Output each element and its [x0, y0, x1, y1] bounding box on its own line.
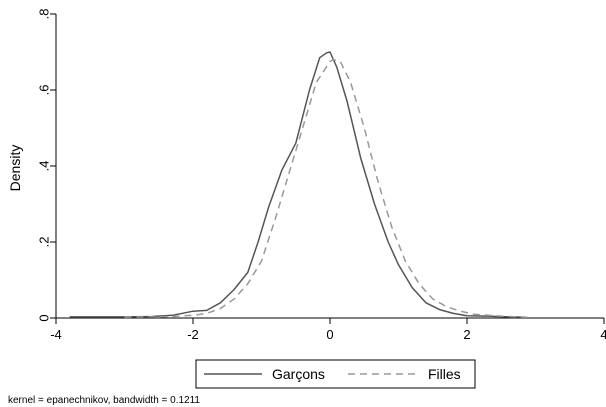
x-tick-label: 2 — [463, 327, 470, 342]
series-line-filles — [124, 58, 528, 318]
kernel-note: kernel = epanechnikov, bandwidth = 0.121… — [8, 395, 200, 406]
y-axis-title: Density — [7, 145, 23, 192]
y-tick-label: .2 — [37, 237, 52, 248]
legend: Garçons Filles — [195, 359, 476, 389]
series-layer — [69, 51, 528, 318]
x-tick-label: -2 — [187, 327, 199, 342]
series-line-garcons — [69, 51, 528, 318]
y-tick-label: .8 — [37, 9, 52, 20]
axes: -4 -2 0 2 4 0 .2 .4 .6 .8 — [37, 9, 606, 342]
y-tick-label: 0 — [37, 314, 52, 321]
y-tick-label: .6 — [37, 85, 52, 96]
legend-label-filles: Filles — [428, 366, 461, 382]
x-tick-label: 0 — [326, 327, 333, 342]
legend-label-garcons: Garçons — [272, 366, 325, 382]
x-tick-label: 4 — [600, 327, 606, 342]
y-tick-label: .4 — [37, 161, 52, 172]
x-tick-label: -4 — [50, 327, 62, 342]
